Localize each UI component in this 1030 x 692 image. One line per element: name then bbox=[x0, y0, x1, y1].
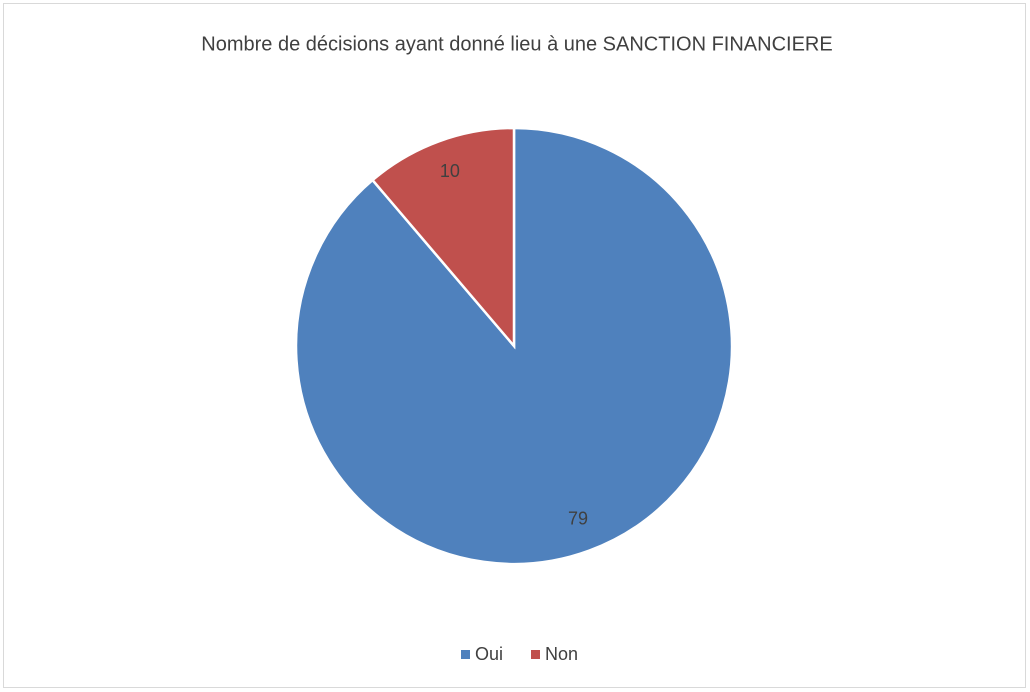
legend-marker bbox=[531, 650, 540, 659]
legend-marker bbox=[461, 650, 470, 659]
data-label: 79 bbox=[568, 509, 588, 529]
legend-label: Oui bbox=[475, 644, 503, 664]
data-label: 10 bbox=[440, 161, 460, 181]
legend-label: Non bbox=[545, 644, 578, 664]
pie-slice bbox=[370, 126, 516, 350]
chart-title: Nombre de décisions ayant donné lieu à u… bbox=[201, 33, 832, 55]
